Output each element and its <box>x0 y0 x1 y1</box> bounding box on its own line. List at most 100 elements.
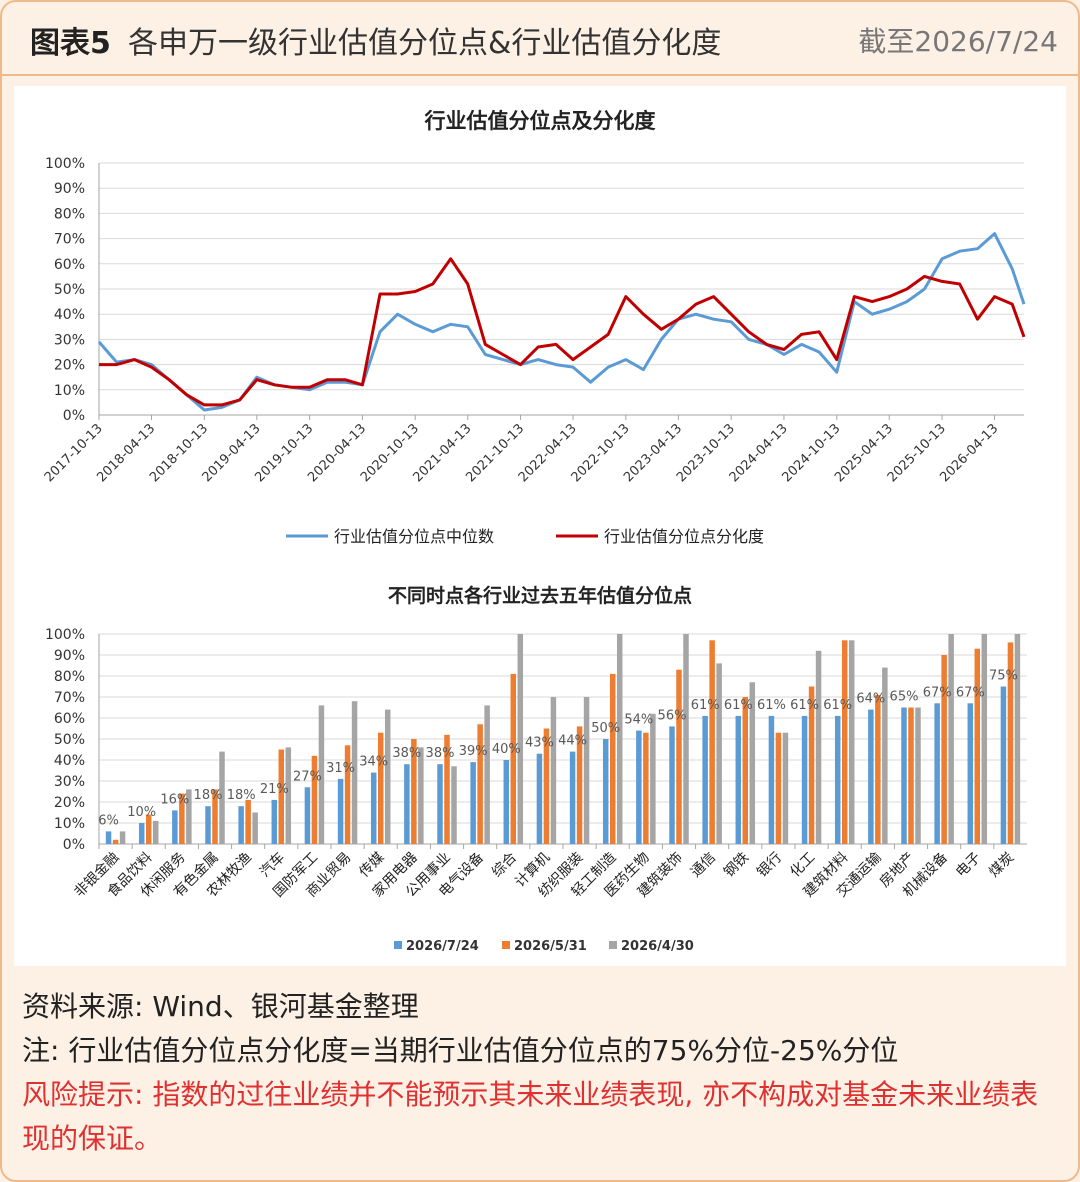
bar <box>815 650 822 844</box>
bar <box>212 789 218 844</box>
bar-chart: 不同时点各行业过去五年估值分位点 0% 10% 20% 30% 40% 50% 60% 70%… <box>45 584 1027 954</box>
y-tick-label: 90% <box>54 648 85 664</box>
bar <box>974 648 981 844</box>
bar <box>351 701 358 844</box>
data-label: 61% <box>757 698 786 713</box>
data-label: 38% <box>426 746 455 761</box>
bar <box>742 697 749 844</box>
bar <box>669 726 675 844</box>
data-label: 43% <box>525 736 554 751</box>
bar <box>245 799 251 844</box>
bar <box>179 793 185 844</box>
data-label: 44% <box>558 734 587 749</box>
y-tick-label: 30% <box>54 332 85 348</box>
bar <box>105 831 112 844</box>
bar <box>411 739 417 844</box>
data-label: 67% <box>923 685 952 700</box>
bar <box>404 764 410 844</box>
bar <box>138 823 145 844</box>
bar <box>377 732 384 844</box>
data-label: 6% <box>98 813 119 828</box>
category-label: 电子 <box>953 850 984 881</box>
y-tick-label: 10% <box>54 383 85 399</box>
data-label: 39% <box>459 744 488 759</box>
bar <box>981 634 988 844</box>
bar <box>271 799 278 844</box>
data-label: 61% <box>724 698 753 713</box>
category-label: 通信 <box>688 850 719 881</box>
bar <box>1014 634 1021 844</box>
y-tick-label: 50% <box>54 282 85 298</box>
y-tick-label: 100% <box>45 627 85 643</box>
bar <box>609 673 616 844</box>
data-label: 61% <box>790 698 819 713</box>
bar <box>119 831 126 844</box>
y-tick-label: 0% <box>63 408 85 424</box>
bar <box>749 682 756 844</box>
bar <box>444 734 450 844</box>
y-tick-label: 40% <box>54 307 85 323</box>
category-label: 钢铁 <box>721 850 752 881</box>
legend-label: 2026/5/31 <box>514 939 587 954</box>
notes: 资料来源: Wind、银河基金整理 注: 行业估值分位点分化度=当期行业估值分位… <box>22 985 1062 1161</box>
bar <box>569 751 576 844</box>
data-label: 67% <box>956 685 985 700</box>
bar <box>643 732 649 844</box>
data-label: 61% <box>691 698 720 713</box>
bar <box>337 778 344 844</box>
bar <box>868 709 874 844</box>
data-label: 56% <box>658 708 687 723</box>
bar <box>875 694 881 844</box>
data-label: 50% <box>591 721 620 736</box>
bar <box>510 673 517 844</box>
bar <box>583 697 590 844</box>
bar <box>602 739 609 844</box>
y-tick-label: 60% <box>54 711 85 727</box>
legend-label: 行业估值分位点中位数 <box>334 527 494 546</box>
bar-chart-title: 不同时点各行业过去五年估值分位点 <box>388 584 692 607</box>
bar <box>112 839 119 844</box>
bar <box>278 749 285 844</box>
legend-label: 2026/7/24 <box>406 939 479 954</box>
y-tick-label: 80% <box>54 669 85 685</box>
bar <box>172 810 178 844</box>
median-line <box>97 232 1026 412</box>
bar <box>536 753 543 844</box>
bar <box>384 709 391 844</box>
bar <box>470 762 476 844</box>
bar <box>503 760 510 844</box>
bar <box>834 715 841 844</box>
figure-number: 图表5 <box>30 26 111 61</box>
legend-swatch <box>502 941 510 949</box>
legend-swatch <box>394 941 402 949</box>
bar <box>808 686 815 844</box>
bar <box>576 726 583 844</box>
legend-swatch <box>609 941 617 949</box>
bar <box>676 669 682 844</box>
data-label: 54% <box>624 713 653 728</box>
line-chart: 行业估值分位点及分化度 0% 10% 20% 30% 40% 50% 60% 70% 80% 90… <box>42 109 1026 546</box>
figure-title: 各申万一级行业估值分位点&行业估值分化度 <box>128 26 722 61</box>
bar <box>252 812 258 844</box>
risk-warning: 风险提示: 指数的过往业绩并不能预示其未来业绩表现, 亦不构成对基金未来业绩表现… <box>22 1078 1039 1155</box>
data-label: 16% <box>160 792 189 807</box>
y-tick-label: 70% <box>54 690 85 706</box>
legend-label: 2026/4/30 <box>621 939 694 954</box>
bar <box>782 732 789 844</box>
y-tick-label: 30% <box>54 774 85 790</box>
chart-panel: 行业估值分位点及分化度 0% 10% 20% 30% 40% 50% 60% 70% 80% 90… <box>14 86 1066 966</box>
bar <box>775 732 782 844</box>
bar <box>636 730 642 844</box>
bar <box>437 764 443 844</box>
data-label: 21% <box>260 782 289 797</box>
bar <box>238 806 244 844</box>
bar <box>484 705 490 844</box>
bar <box>285 747 292 844</box>
bar <box>941 655 947 844</box>
data-label: 18% <box>227 788 256 803</box>
data-label: 40% <box>492 742 521 757</box>
bar <box>735 715 742 844</box>
y-tick-label: 20% <box>54 795 85 811</box>
source-note: 资料来源: Wind、银河基金整理 <box>22 990 419 1023</box>
bar <box>901 707 907 844</box>
